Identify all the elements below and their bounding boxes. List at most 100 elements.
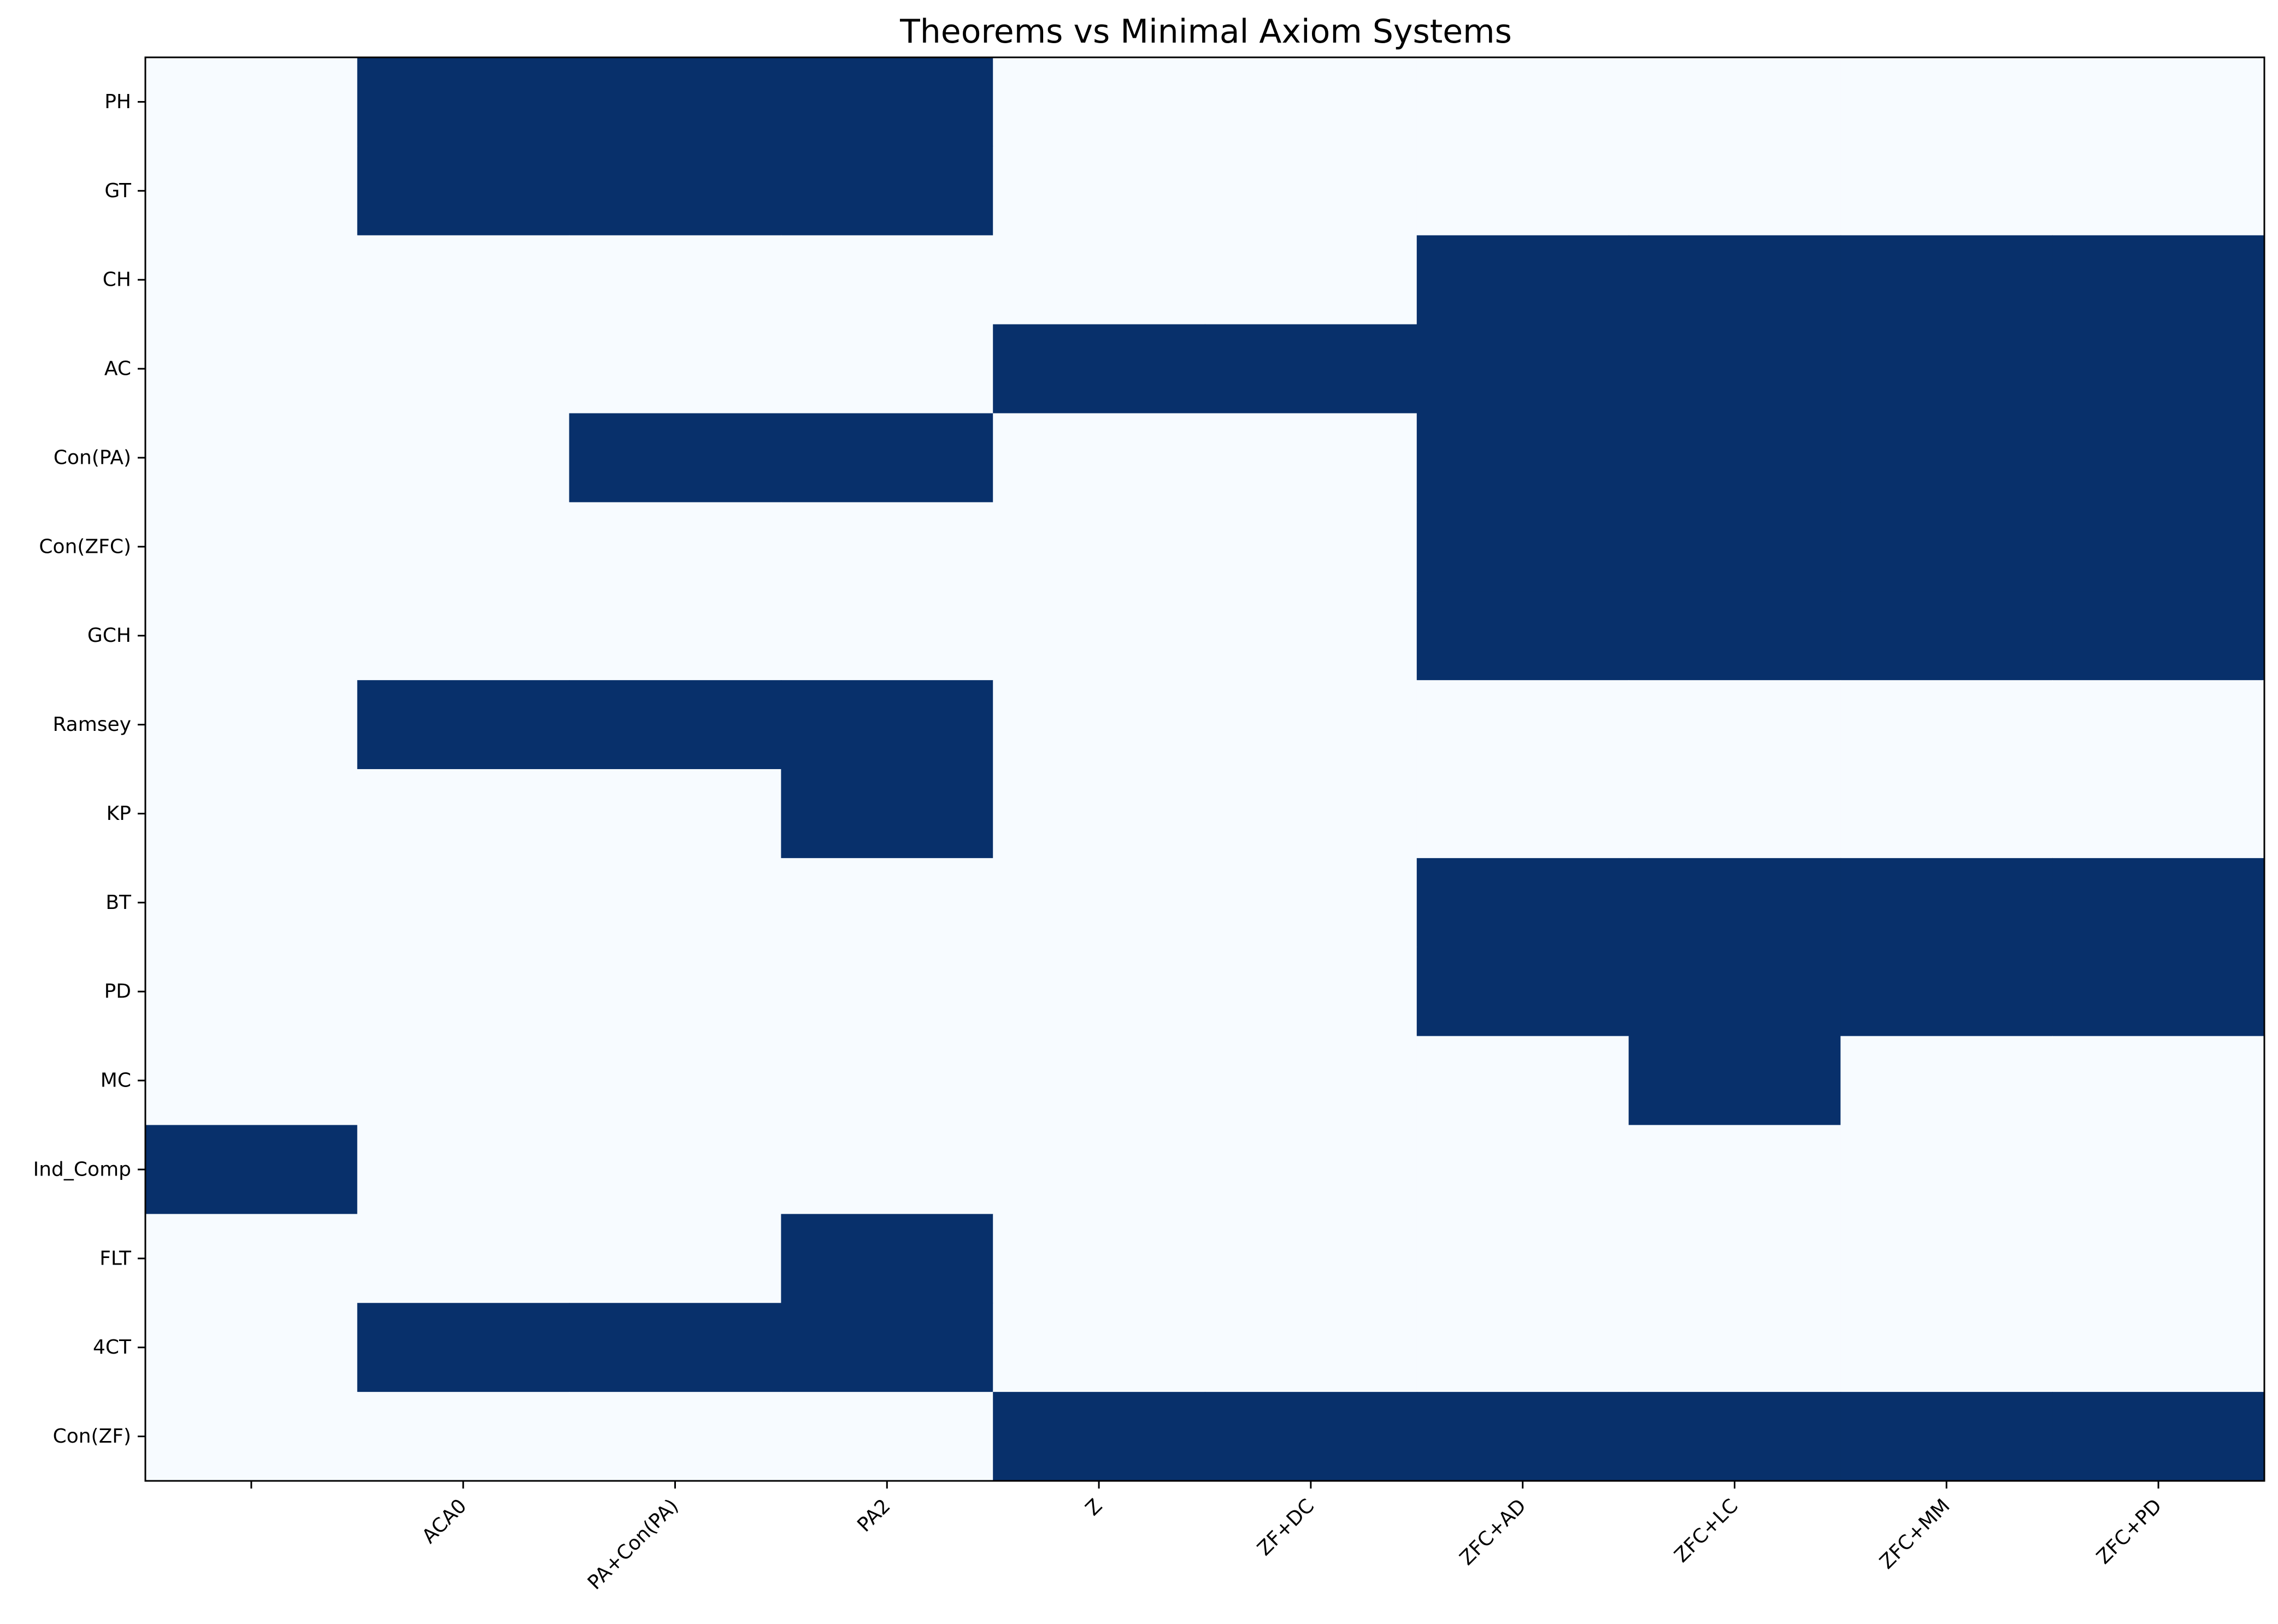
heatmap-cell: [993, 1036, 1205, 1126]
heatmap-cell: [145, 1036, 358, 1126]
y-tick-label: AC: [104, 358, 131, 380]
plot-frame: [144, 56, 2265, 1482]
heatmap-cell: [2052, 591, 2265, 681]
y-axis: PH GT CH AC Con(PA) Con(ZFC) GCH Ramsey KP BT PD MC…: [33, 91, 145, 1448]
heatmap-cell: [1628, 947, 1841, 1037]
heatmap-cell: [1416, 57, 1629, 147]
heatmap-cell: [357, 680, 570, 770]
heatmap-cell: [1840, 591, 2053, 681]
heatmap-cell: [781, 1392, 993, 1481]
heatmap-cell: [357, 146, 570, 236]
heatmap-cell: [781, 235, 993, 325]
heatmap-cell: [2052, 413, 2265, 503]
heatmap-cell: [2052, 1303, 2265, 1392]
heatmap-cell: [145, 1392, 358, 1481]
heatmap-cell: [145, 947, 358, 1037]
heatmap-cell: [1416, 413, 1629, 503]
heatmap-cell: [1416, 769, 1629, 859]
heatmap-cell: [1628, 324, 1841, 414]
heatmap-cell: [569, 1214, 782, 1304]
heatmap-cell: [781, 1125, 993, 1215]
heatmap-cell: [1416, 1392, 1629, 1481]
heatmap-cell: [1628, 680, 1841, 770]
heatmap-cell: [1416, 146, 1629, 236]
x-axis: ACA0 PA+Con(PA) PA2 Z ZF+DC ZFC+AD ZFC+LC ZFC+M…: [250, 1481, 2166, 1594]
heatmap-cell: [145, 413, 358, 503]
heatmap-cell: [145, 680, 358, 770]
heatmap-cell: [1205, 1392, 1417, 1481]
y-tick-label: Ramsey: [52, 713, 131, 736]
heatmap-cell: [569, 146, 782, 236]
y-tick-label: GT: [104, 180, 132, 202]
heatmap-cell: [357, 1392, 570, 1481]
heatmap-cell: [781, 947, 993, 1037]
heatmap-cell: [569, 1125, 782, 1215]
heatmap-cell: [1416, 1303, 1629, 1392]
heatmap-cell: [1205, 858, 1417, 948]
heatmap-cell: [781, 502, 993, 592]
x-tick-label: Z: [1081, 1495, 1106, 1520]
heatmap-cell: [1840, 235, 2053, 325]
chart-title: Theorems vs Minimal Axiom Systems: [899, 13, 1512, 51]
heatmap-cell: [1416, 680, 1629, 770]
heatmap-cell: [357, 1303, 570, 1392]
heatmap-cell: [993, 1303, 1205, 1392]
heatmap-cell: [569, 324, 782, 414]
heatmap-cell: [781, 57, 993, 147]
heatmap-cell: [569, 769, 782, 859]
heatmap-cell: [781, 680, 993, 770]
heatmap-cell: [993, 413, 1205, 503]
heatmap-cell: [1628, 1392, 1841, 1481]
y-tick-label: CH: [103, 269, 131, 291]
heatmap-cell: [2052, 680, 2265, 770]
heatmap-cell: [781, 1214, 993, 1304]
heatmap-cell: [1205, 413, 1417, 503]
heatmap-cell: [993, 591, 1205, 681]
heatmap-cell: [1416, 947, 1629, 1037]
heatmap-cell: [145, 235, 358, 325]
heatmap-cell: [2052, 1036, 2265, 1126]
x-tick-label: PA2: [853, 1495, 894, 1536]
heatmap-cell: [1205, 1125, 1417, 1215]
heatmap-cell: [357, 57, 570, 147]
heatmap-cell: [993, 502, 1205, 592]
heatmap-cell: [781, 146, 993, 236]
heatmap-cell: [145, 146, 358, 236]
heatmap-cell: [145, 858, 358, 948]
heatmap-cell: [993, 1392, 1205, 1481]
heatmap-cell: [1840, 947, 2053, 1037]
x-tick-label: ZFC+LC: [1670, 1495, 1743, 1567]
heatmap-cell: [569, 858, 782, 948]
heatmap-cell: [781, 1036, 993, 1126]
x-tick-label: ZFC+MM: [1876, 1495, 1955, 1573]
heatmap-cell: [569, 1036, 782, 1126]
heatmap-cell: [1628, 591, 1841, 681]
heatmap-cell: [2052, 146, 2265, 236]
heatmap-cell: [357, 413, 570, 503]
heatmap-cell: [781, 769, 993, 859]
heatmap-cell: [1840, 680, 2053, 770]
heatmap-cell: [569, 502, 782, 592]
heatmap-cell: [993, 146, 1205, 236]
y-tick-label: PH: [104, 91, 131, 113]
heatmap-cell: [357, 502, 570, 592]
heatmap-cell: [2052, 947, 2265, 1037]
heatmap-cell: [1205, 502, 1417, 592]
heatmap-cell: [1416, 1036, 1629, 1126]
heatmap-cell: [1416, 235, 1629, 325]
heatmap-cell: [781, 591, 993, 681]
heatmap-cell: [569, 413, 782, 503]
heatmap-cell: [145, 1125, 358, 1215]
heatmap-cell: [1628, 1125, 1841, 1215]
heatmap-cell: [1840, 1214, 2053, 1304]
heatmap-cell: [2052, 769, 2265, 859]
y-tick-label: 4CT: [93, 1336, 132, 1359]
heatmap-cell: [1628, 1036, 1841, 1126]
heatmap-cell: [357, 947, 570, 1037]
heatmap-cell: [993, 324, 1205, 414]
heatmap-cell: [993, 1214, 1205, 1304]
heatmap-cell: [145, 1214, 358, 1304]
heatmap-cell: [1416, 1125, 1629, 1215]
heatmap-cell: [569, 1303, 782, 1392]
